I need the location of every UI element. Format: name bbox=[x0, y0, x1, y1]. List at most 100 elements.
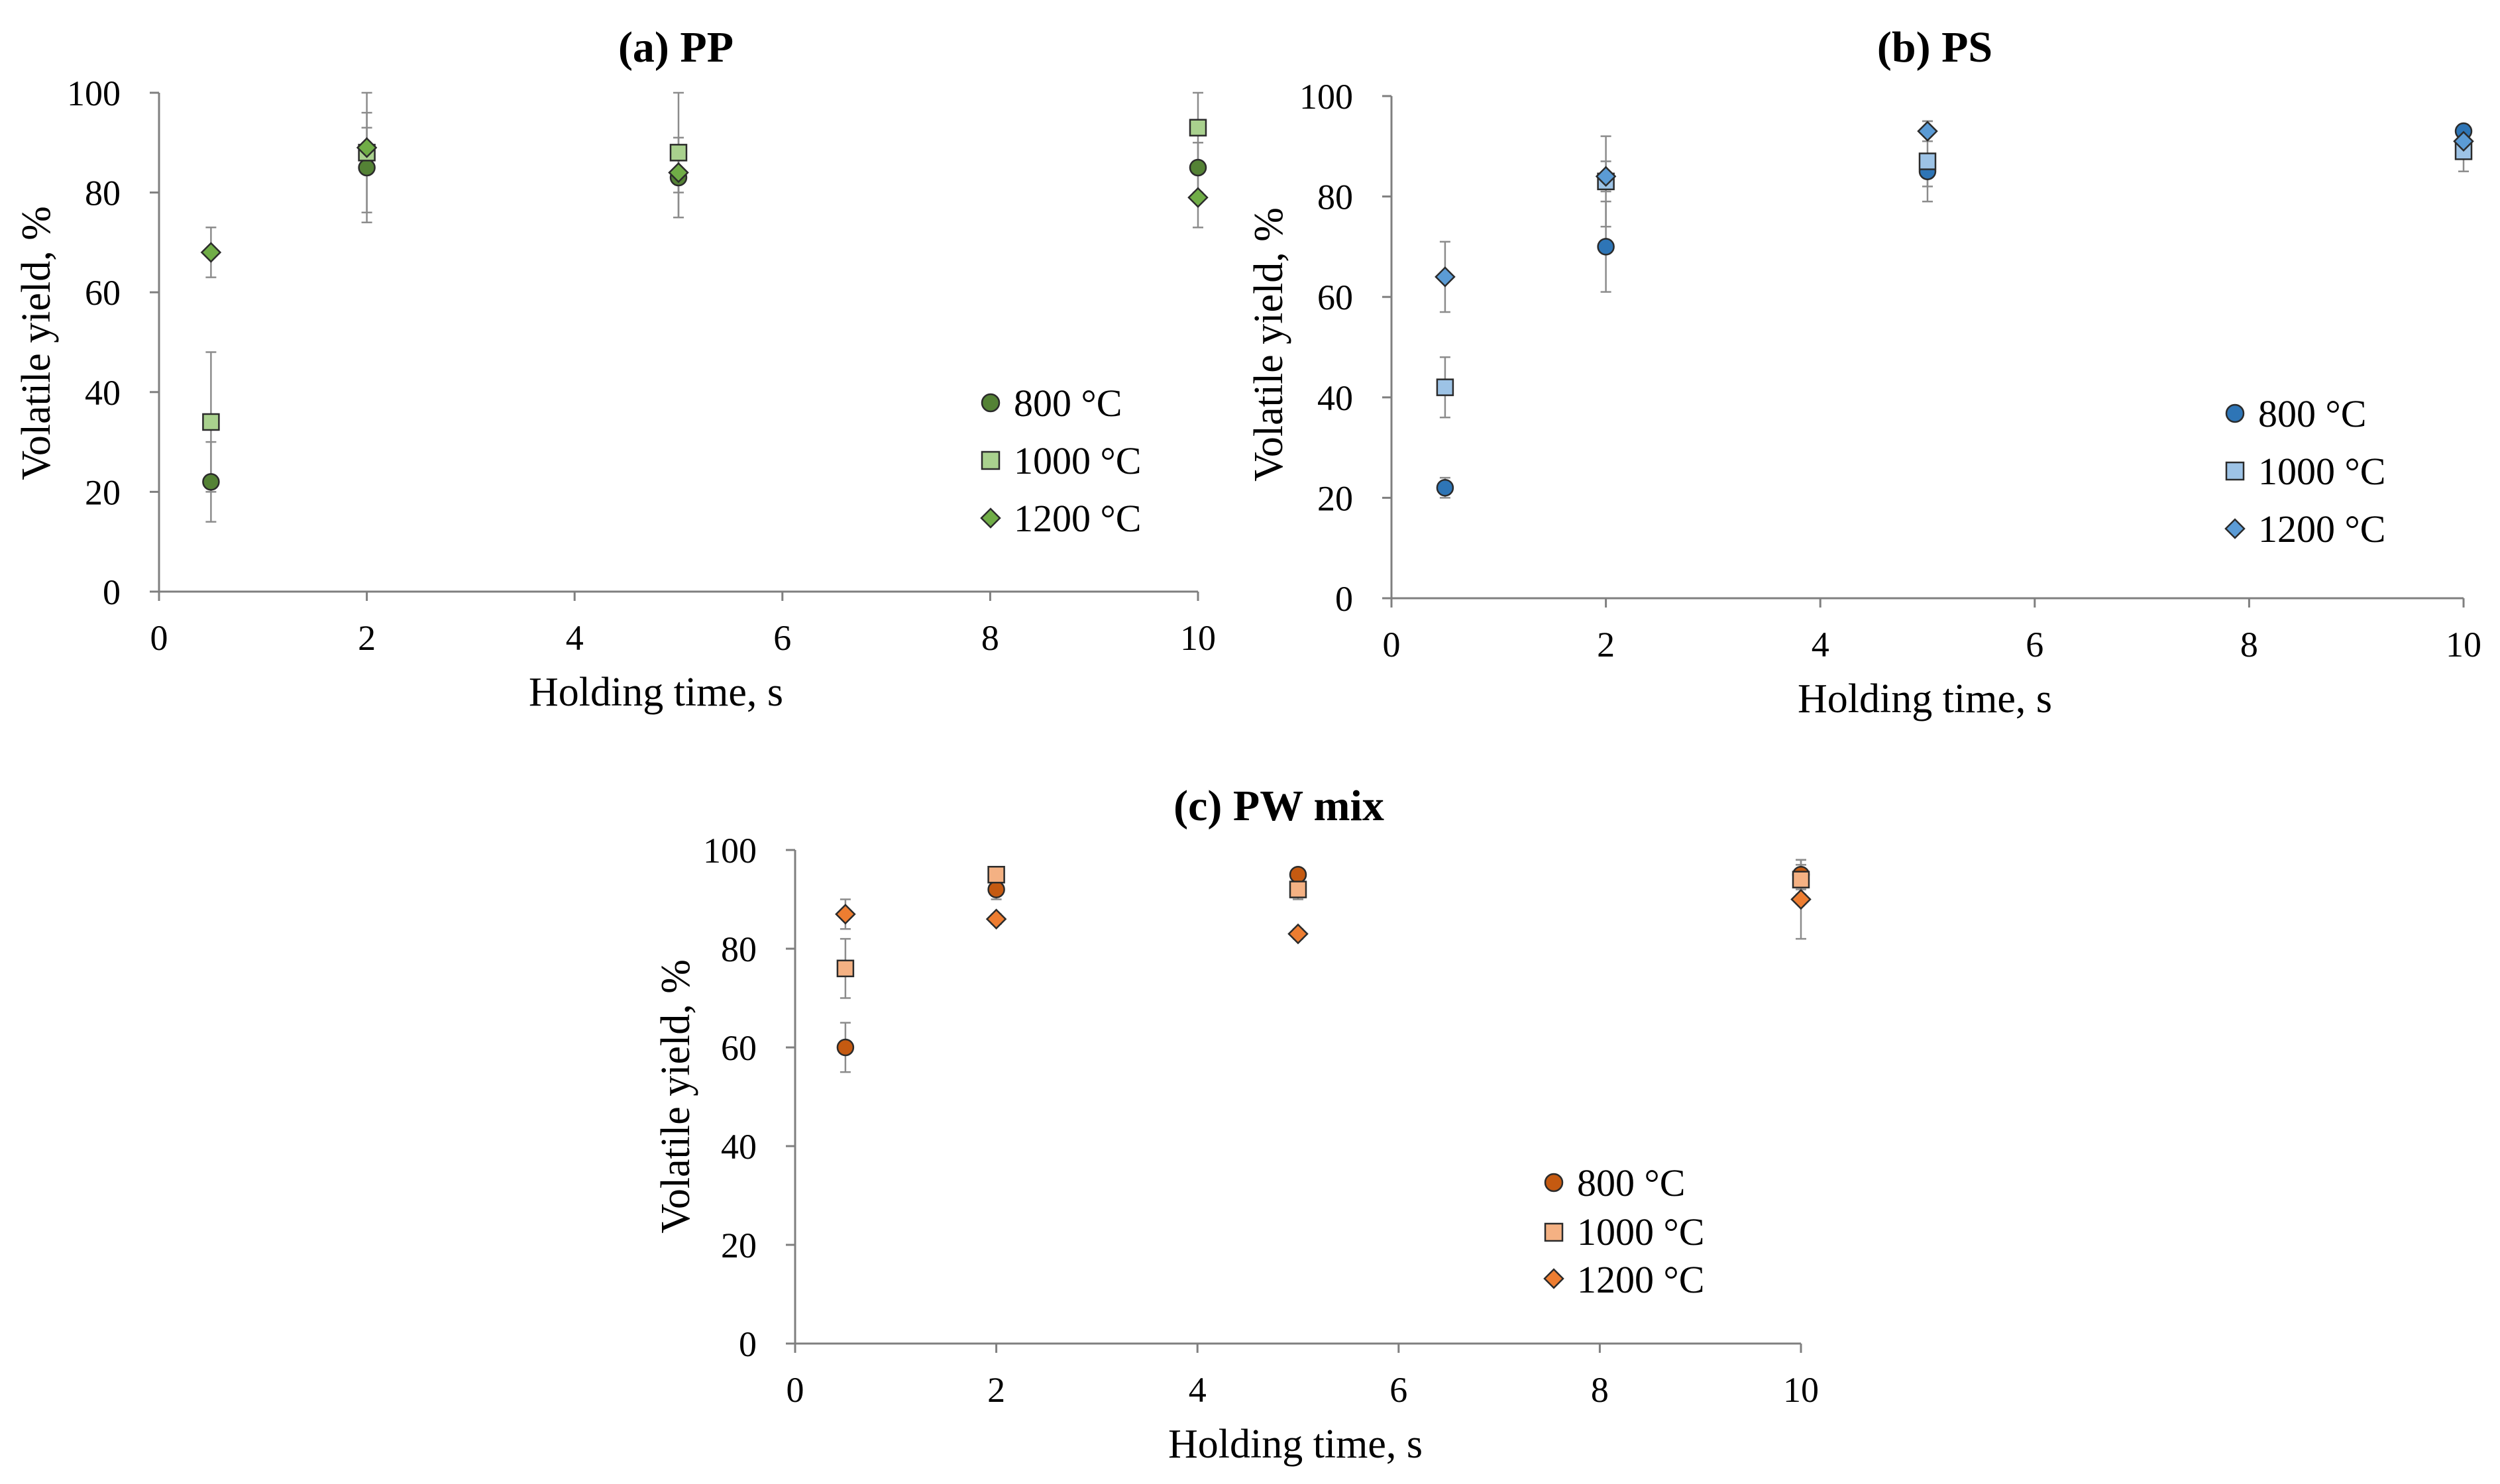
panel-pp-x-tick-label-6: 6 bbox=[773, 618, 791, 658]
panel-pp-y-tick-label-0: 0 bbox=[103, 572, 121, 612]
panel-pw-point-0-2 bbox=[1289, 866, 1307, 884]
panel-ps-x-tick-label-2: 2 bbox=[1597, 625, 1615, 664]
panel-ps-point-2-0 bbox=[1435, 266, 1456, 288]
panel-pp-x-tick-label-8: 8 bbox=[981, 618, 999, 658]
panel-ps-point-1-2 bbox=[1918, 152, 1937, 170]
panel-pp-y-tick-label-100: 100 bbox=[67, 74, 121, 113]
panel-pp-legend-item-800: 800 °C bbox=[981, 382, 1122, 425]
panel-pp-y-tick-label-60: 60 bbox=[85, 273, 121, 313]
panel-ps-legend-label-800: 800 °C bbox=[2258, 392, 2366, 435]
panel-pw-point-2-2 bbox=[1287, 923, 1309, 945]
panel-ps-x-axis-label: Holding time, s bbox=[1798, 676, 2052, 721]
panel-ps-legend: 800 °C 1000 °C 1200 °C bbox=[2224, 392, 2385, 551]
panel-pw-legend-item-1000: 1000 °C bbox=[1544, 1210, 1704, 1253]
panel-pp-legend-label-1000: 1000 °C bbox=[1014, 439, 1141, 482]
panel-pp-point-0-0 bbox=[202, 473, 220, 491]
panel-ps-plot: 0 20 40 60 80 100 0 2 4 6 8 10 bbox=[1299, 77, 2481, 664]
panel-pw-y-tick-label-80: 80 bbox=[721, 929, 757, 969]
panel-pw-legend-item-1200: 1200 °C bbox=[1543, 1258, 1704, 1301]
panel-pw-x-tick-label-4: 4 bbox=[1189, 1370, 1207, 1410]
panel-pp-x-tick-label-0: 0 bbox=[150, 618, 168, 658]
panel-ps-y-tick-label-0: 0 bbox=[1335, 579, 1353, 619]
panel-ps-point-2-1 bbox=[1595, 166, 1617, 187]
panel-pp-point-2-0 bbox=[200, 242, 222, 263]
panel-ps-point-1-0 bbox=[1436, 378, 1454, 396]
panel-pw: (c) PW mix 0 20 40 60 80 100 0 2 4 6 8 10 Holding t… bbox=[653, 782, 1819, 1467]
panel-pw-y-tick-label-40: 40 bbox=[721, 1127, 757, 1167]
panel-pw-title: (c) PW mix bbox=[1173, 782, 1384, 830]
panel-ps-x-tick-label-10: 10 bbox=[2446, 625, 2481, 664]
panel-ps-legend-item-1000: 1000 °C bbox=[2225, 450, 2385, 493]
panel-ps-y-tick-label-80: 80 bbox=[1317, 178, 1353, 217]
panel-pw-legend-label-800: 800 °C bbox=[1577, 1161, 1685, 1204]
panel-pw-y-axis-label: Volatile yield, % bbox=[653, 959, 698, 1234]
panel-ps-legend-marker-1200 bbox=[2224, 518, 2246, 539]
panel-pw-x-tick-label-0: 0 bbox=[787, 1370, 804, 1410]
panel-pw-y-tick-label-60: 60 bbox=[721, 1028, 757, 1068]
panel-pw-point-1-1 bbox=[987, 866, 1005, 884]
panel-pw-x-tick-label-6: 6 bbox=[1389, 1370, 1407, 1410]
panel-ps-x-tick-label-8: 8 bbox=[2240, 625, 2258, 664]
panel-pp-legend: 800 °C 1000 °C 1200 °C bbox=[980, 382, 1141, 540]
panel-pp-point-2-3 bbox=[1187, 187, 1209, 208]
panel-ps-y-tick-label-60: 60 bbox=[1317, 278, 1353, 317]
panel-pw-point-2-1 bbox=[985, 908, 1007, 930]
panel-ps-y-tick-label-100: 100 bbox=[1299, 77, 1353, 117]
panel-pw-point-0-1 bbox=[987, 880, 1005, 898]
panel-pp-legend-marker-1000 bbox=[981, 450, 1001, 470]
panel-pp-y-tick-label-20: 20 bbox=[85, 472, 121, 512]
panel-pp-y-axis-label: Volatile yield, % bbox=[14, 206, 59, 480]
panel-pw-point-1-2 bbox=[1289, 880, 1307, 898]
panel-pw-point-0-0 bbox=[836, 1038, 855, 1057]
panel-pw-plot: 0 20 40 60 80 100 0 2 4 6 8 10 bbox=[703, 831, 1819, 1410]
panel-pw-legend-marker-800 bbox=[1544, 1173, 1564, 1192]
panel-ps-legend-label-1000: 1000 °C bbox=[2258, 450, 2385, 493]
panel-pp-legend-marker-1200 bbox=[980, 507, 1001, 529]
panel-pp-point-0-3 bbox=[1189, 158, 1207, 177]
panel-pw-x-axis-label: Holding time, s bbox=[1168, 1422, 1423, 1467]
panel-pw-x-tick-label-10: 10 bbox=[1783, 1370, 1819, 1410]
panel-pp-y-tick-label-80: 80 bbox=[85, 174, 121, 213]
panel-pp-point-1-0 bbox=[202, 413, 220, 431]
panel-pp-legend-item-1200: 1200 °C bbox=[980, 497, 1141, 540]
panel-pw-point-2-0 bbox=[835, 904, 856, 925]
panel-ps-legend-marker-800 bbox=[2225, 403, 2245, 423]
panel-pp: (a) PP 0 20 40 60 80 100 0 2 4 6 8 10 Holding time,… bbox=[14, 23, 1216, 715]
panel-pw-legend-label-1200: 1200 °C bbox=[1577, 1258, 1704, 1301]
panel-pp-point-0-1 bbox=[358, 158, 376, 177]
panel-ps-point-2-3 bbox=[2453, 131, 2474, 152]
panel-pp-x-tick-label-4: 4 bbox=[566, 618, 584, 658]
panel-ps-y-tick-label-20: 20 bbox=[1317, 478, 1353, 518]
panel-pw-y-tick-label-0: 0 bbox=[739, 1324, 757, 1364]
panel-ps-point-0-0 bbox=[1436, 478, 1454, 497]
panel-ps-legend-label-1200: 1200 °C bbox=[2258, 507, 2385, 551]
panel-pp-point-2-1 bbox=[356, 137, 378, 158]
panel-pp-y-tick-label-40: 40 bbox=[85, 373, 121, 413]
panel-ps-point-0-1 bbox=[1597, 238, 1615, 256]
panel-ps-title: (b) PS bbox=[1877, 23, 1992, 72]
panel-pw-point-2-3 bbox=[1790, 888, 1812, 910]
panel-pw-y-tick-label-20: 20 bbox=[721, 1226, 757, 1265]
panel-pw-x-tick-label-8: 8 bbox=[1591, 1370, 1609, 1410]
panel-ps-y-tick-label-40: 40 bbox=[1317, 378, 1353, 418]
panel-pw-legend-label-1000: 1000 °C bbox=[1577, 1210, 1704, 1253]
panel-ps-point-2-2 bbox=[1917, 121, 1938, 142]
panel-ps-y-axis-label: Volatile yield, % bbox=[1246, 207, 1291, 482]
panel-pw-point-1-0 bbox=[836, 959, 855, 978]
panel-pp-x-tick-label-10: 10 bbox=[1180, 618, 1216, 658]
panel-pw-legend-marker-1200 bbox=[1543, 1268, 1564, 1289]
panel-pp-point-1-2 bbox=[669, 144, 688, 162]
panel-pw-x-tick-label-2: 2 bbox=[987, 1370, 1005, 1410]
panel-ps-x-tick-label-6: 6 bbox=[2026, 625, 2043, 664]
panel-pp-legend-item-1000: 1000 °C bbox=[981, 439, 1141, 482]
panel-pp-legend-marker-800 bbox=[981, 393, 1001, 413]
panel-pw-legend-marker-1000 bbox=[1544, 1222, 1564, 1242]
panel-ps-legend-marker-1000 bbox=[2225, 461, 2245, 481]
panel-pw-legend-item-800: 800 °C bbox=[1544, 1161, 1685, 1204]
panel-pp-point-1-3 bbox=[1189, 119, 1207, 136]
panel-pp-plot: 0 20 40 60 80 100 0 2 4 6 8 10 bbox=[67, 74, 1216, 658]
panel-pp-x-tick-label-2: 2 bbox=[358, 618, 376, 658]
panel-pp-legend-label-1200: 1200 °C bbox=[1014, 497, 1141, 540]
panel-ps-x-tick-label-0: 0 bbox=[1383, 625, 1401, 664]
